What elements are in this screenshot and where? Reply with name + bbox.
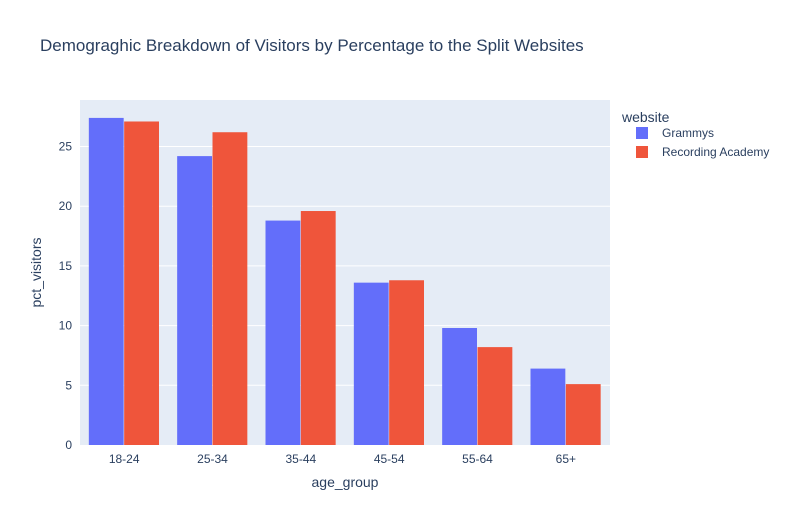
bar-recording-academy-25-34[interactable]: [212, 132, 248, 446]
bar-recording-academy-65+[interactable]: [565, 384, 601, 445]
bar-grammys-45-54[interactable]: [353, 282, 389, 445]
chart-title: Demograghic Breakdown of Visitors by Per…: [40, 36, 584, 55]
bar-grammys-65+[interactable]: [530, 368, 566, 445]
legend-title: website: [621, 109, 670, 125]
legend-label[interactable]: Recording Academy: [662, 145, 769, 159]
legend-swatch[interactable]: [636, 146, 648, 158]
bar-grammys-55-64[interactable]: [442, 328, 477, 445]
x-tick-label: 65+: [556, 452, 576, 466]
x-tick-label: 45-54: [374, 452, 405, 466]
gridlines: [80, 146, 610, 386]
x-tick-label: 25-34: [197, 452, 228, 466]
plot-area: [80, 100, 610, 445]
bar-grammys-35-44[interactable]: [265, 220, 301, 445]
y-tick-label: 5: [65, 378, 72, 392]
bar-recording-academy-35-44[interactable]: [300, 211, 336, 445]
y-tick-label: 15: [59, 259, 73, 273]
bar-grammys-18-24[interactable]: [88, 117, 124, 445]
x-tick-label: 18-24: [109, 452, 140, 466]
x-axis-title: age_group: [312, 474, 379, 490]
y-tick-label: 10: [59, 319, 73, 333]
legend-label[interactable]: Grammys: [662, 126, 714, 140]
legend-items: Grammys Recording Academy: [636, 126, 769, 159]
bar-recording-academy-18-24[interactable]: [124, 121, 159, 446]
legend-swatch[interactable]: [636, 127, 648, 139]
x-tick-label: 35-44: [285, 452, 316, 466]
y-tick-label: 20: [59, 199, 73, 213]
y-tick-label: 0: [65, 438, 72, 452]
bar-grammys-25-34[interactable]: [177, 156, 212, 445]
legend: website Grammys Recording Academy: [621, 109, 769, 159]
x-tick-label: 55-64: [462, 452, 493, 466]
bars: [88, 117, 601, 446]
y-axis-title: pct_visitors: [28, 237, 44, 307]
y-tick-label: 25: [59, 140, 73, 154]
x-axis-ticks: 18-24 25-34 35-44 45-54 55-64 65+: [109, 452, 576, 466]
bar-recording-academy-55-64[interactable]: [477, 347, 513, 445]
bar-recording-academy-45-54[interactable]: [389, 280, 424, 445]
y-axis-ticks: 0 5 10 15 20 25: [59, 140, 73, 452]
